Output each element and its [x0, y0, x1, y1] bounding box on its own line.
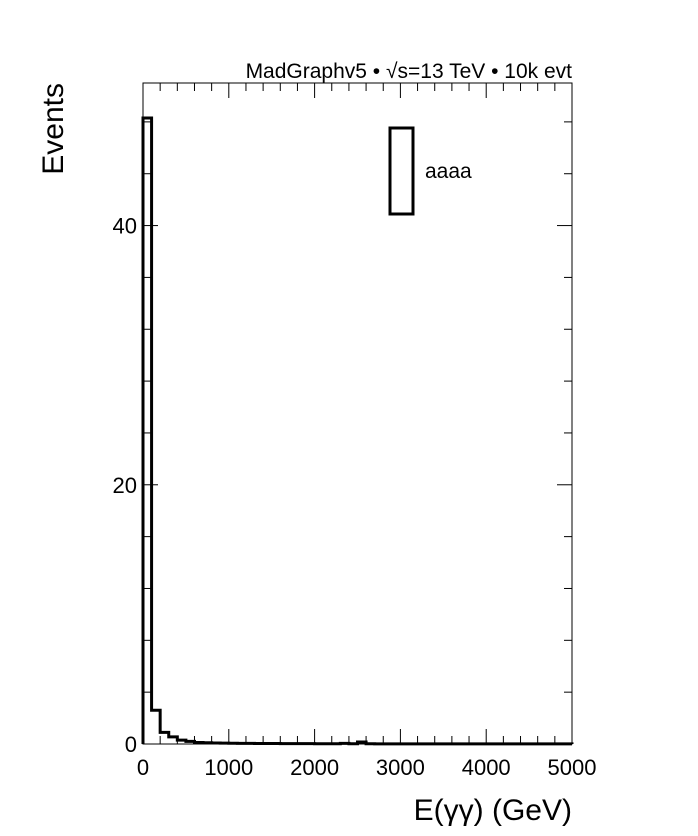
legend: aaaa: [388, 126, 472, 216]
x-tick-label: 2000: [290, 755, 339, 780]
header-text: MadGraphv5 • √s=13 TeV • 10k evt: [246, 60, 573, 83]
x-tick-label: 0: [137, 755, 149, 780]
x-axis-ticks: 0 1000 2000 3000 4000 5000: [137, 83, 597, 780]
y-tick-label: 20: [113, 473, 137, 498]
legend-label-aaaa: aaaa: [425, 160, 472, 183]
y-axis-title: Events: [37, 83, 70, 175]
x-tick-label: 5000: [548, 755, 597, 780]
x-tick-label: 1000: [204, 755, 253, 780]
x-tick-label: 4000: [462, 755, 511, 780]
x-axis-title: E(γγ) (GeV): [414, 794, 572, 827]
x-tick-label: 3000: [376, 755, 425, 780]
y-tick-label: 40: [113, 214, 137, 239]
y-tick-label: 0: [125, 732, 137, 757]
y-axis-ticks: 0 20 40: [113, 121, 572, 757]
histogram-series-aaaa: [141, 116, 574, 746]
legend-swatch-aaaa: [388, 126, 415, 216]
plot-frame: [142, 82, 573, 745]
